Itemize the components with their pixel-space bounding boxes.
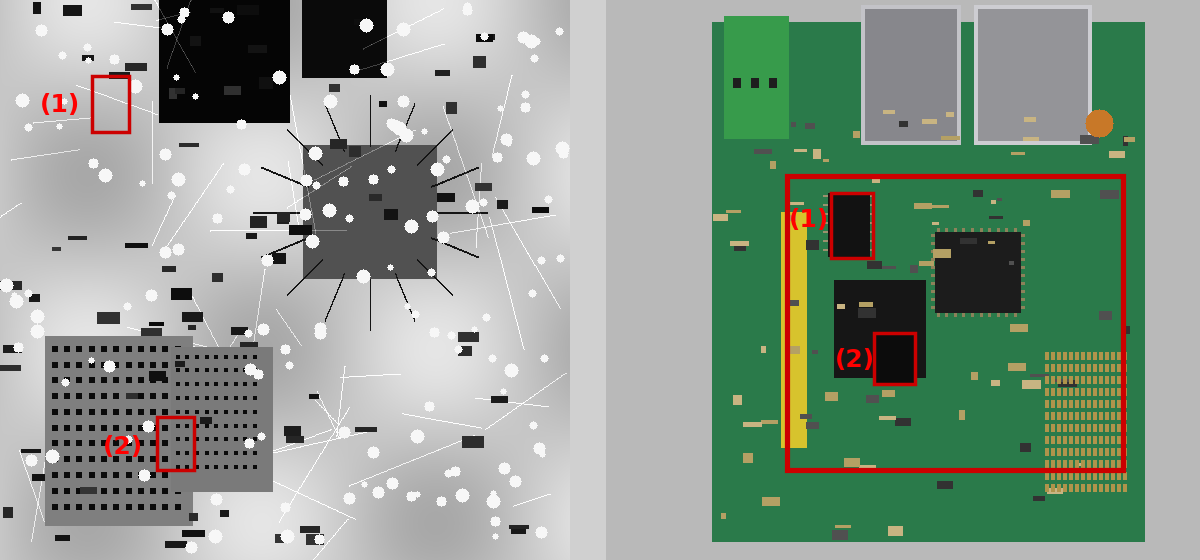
Text: (1): (1) (788, 208, 829, 232)
Bar (830, 193, 874, 258)
Bar (787, 176, 1123, 470)
Bar (92, 76, 130, 132)
Bar (875, 333, 914, 384)
Text: (2): (2) (835, 348, 875, 372)
Bar (157, 417, 194, 470)
Text: (2): (2) (103, 435, 143, 459)
Text: (1): (1) (40, 93, 80, 117)
